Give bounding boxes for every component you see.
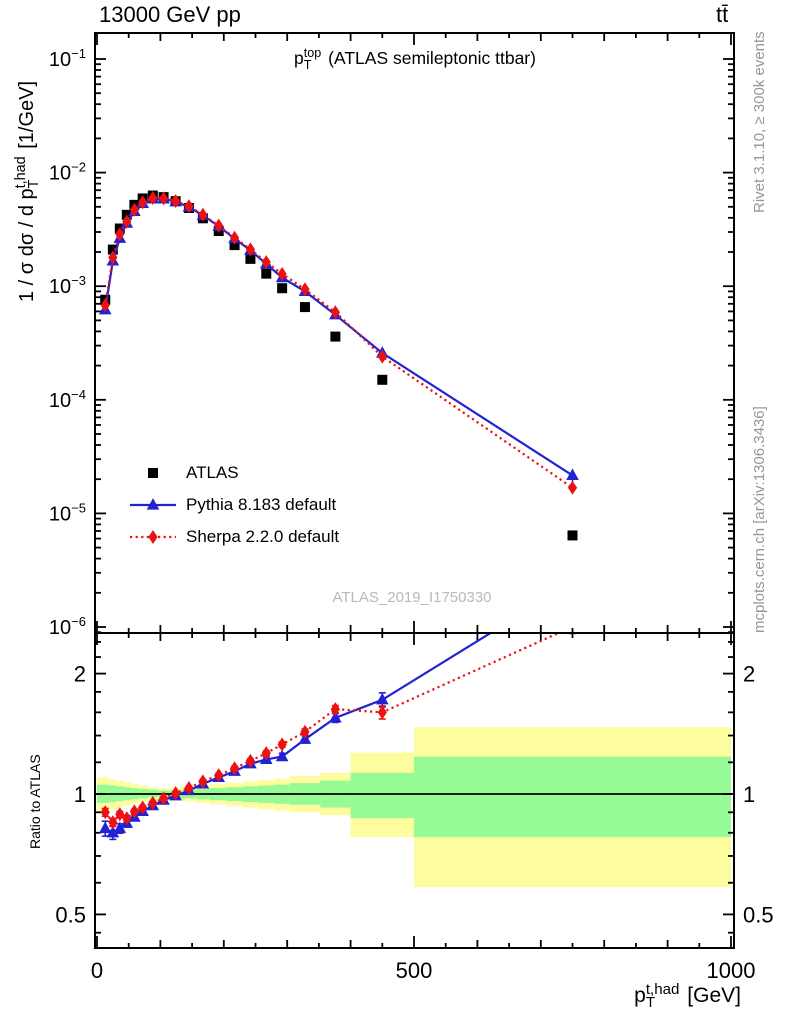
svg-text:0: 0 bbox=[91, 958, 103, 983]
svg-text:2: 2 bbox=[743, 662, 755, 687]
beam-energy-label: 13000 GeV pp bbox=[99, 2, 241, 27]
main-series-atlas bbox=[100, 190, 578, 541]
svg-text:0.5: 0.5 bbox=[55, 902, 86, 927]
rivet-version-note: Rivet 3.1.10, ≥ 300k events bbox=[751, 31, 768, 213]
y-axis-title: 1 / σ dσ / d pt,had T [1/GeV] bbox=[13, 80, 43, 302]
legend-item-sherpa: Sherpa 2.2.0 default bbox=[186, 527, 339, 547]
process-label: tt̄ bbox=[716, 2, 729, 27]
x-axis-title: pt,had T [GeV] bbox=[634, 980, 741, 1012]
plot-title: ptop T (ATLAS semileptonic ttbar) bbox=[294, 46, 536, 72]
x-axis-title-sup: t,had bbox=[645, 980, 680, 998]
svg-text:10−5: 10−5 bbox=[49, 500, 86, 525]
y-axis-title-suffix: [1/GeV] bbox=[16, 80, 38, 155]
main-series-sherpa bbox=[100, 191, 578, 495]
plot-title-rest: (ATLAS semileptonic ttbar) bbox=[323, 48, 536, 68]
axis-ticks bbox=[95, 33, 734, 948]
svg-text:10−3: 10−3 bbox=[49, 273, 86, 298]
legend-markers bbox=[130, 468, 176, 544]
legend-label-atlas: ATLAS bbox=[186, 463, 239, 482]
ratio-uncertainty-bands bbox=[97, 727, 731, 888]
svg-text:500: 500 bbox=[396, 958, 433, 983]
svg-text:1: 1 bbox=[74, 782, 86, 807]
legend-item-pythia: Pythia 8.183 default bbox=[186, 495, 336, 515]
mcplots-reference-note: mcplots.cern.ch [arXiv:1306.3436] bbox=[751, 406, 768, 633]
svg-text:1000: 1000 bbox=[707, 958, 756, 983]
x-axis-title-suffix: [GeV] bbox=[681, 984, 741, 1007]
analysis-id-watermark: ATLAS_2019_I1750330 bbox=[332, 589, 492, 606]
x-axis-title-base: p bbox=[634, 984, 646, 1007]
y-axis-title-sub: T bbox=[26, 179, 43, 189]
plot-title-subsup: top T bbox=[303, 46, 322, 72]
tick-labels: 10−1 10−2 10−3 10−4 10−5 10−6 0.5 0.5 1 1 2 2 0 500 10… bbox=[49, 46, 774, 983]
svg-text:10−6: 10−6 bbox=[49, 614, 86, 639]
svg-text:10−2: 10−2 bbox=[49, 160, 86, 185]
ratio-series-sherpa bbox=[100, 634, 576, 830]
x-axis-title-sub: T bbox=[645, 994, 656, 1012]
y-axis-title-subsup: t,had T bbox=[13, 156, 43, 189]
svg-text:2: 2 bbox=[74, 662, 86, 687]
svg-text:10−1: 10−1 bbox=[49, 46, 86, 71]
x-axis-title-subsup: t,had T bbox=[645, 980, 680, 1012]
svg-text:10−4: 10−4 bbox=[49, 387, 86, 412]
plot-title-sup: top bbox=[303, 46, 322, 61]
plot-title-base: p bbox=[294, 48, 304, 68]
legend-label-sherpa: Sherpa 2.2.0 default bbox=[186, 527, 340, 546]
legend-item-atlas: ATLAS bbox=[186, 463, 239, 483]
svg-text:0.5: 0.5 bbox=[743, 902, 774, 927]
plot-title-sub: T bbox=[303, 57, 312, 72]
y-axis-title-prefix: 1 / σ dσ / d p bbox=[16, 188, 38, 302]
legend-label-pythia: Pythia 8.183 default bbox=[186, 495, 337, 514]
svg-text:1: 1 bbox=[743, 782, 755, 807]
ratio-axis-title: Ratio to ATLAS bbox=[27, 754, 43, 849]
